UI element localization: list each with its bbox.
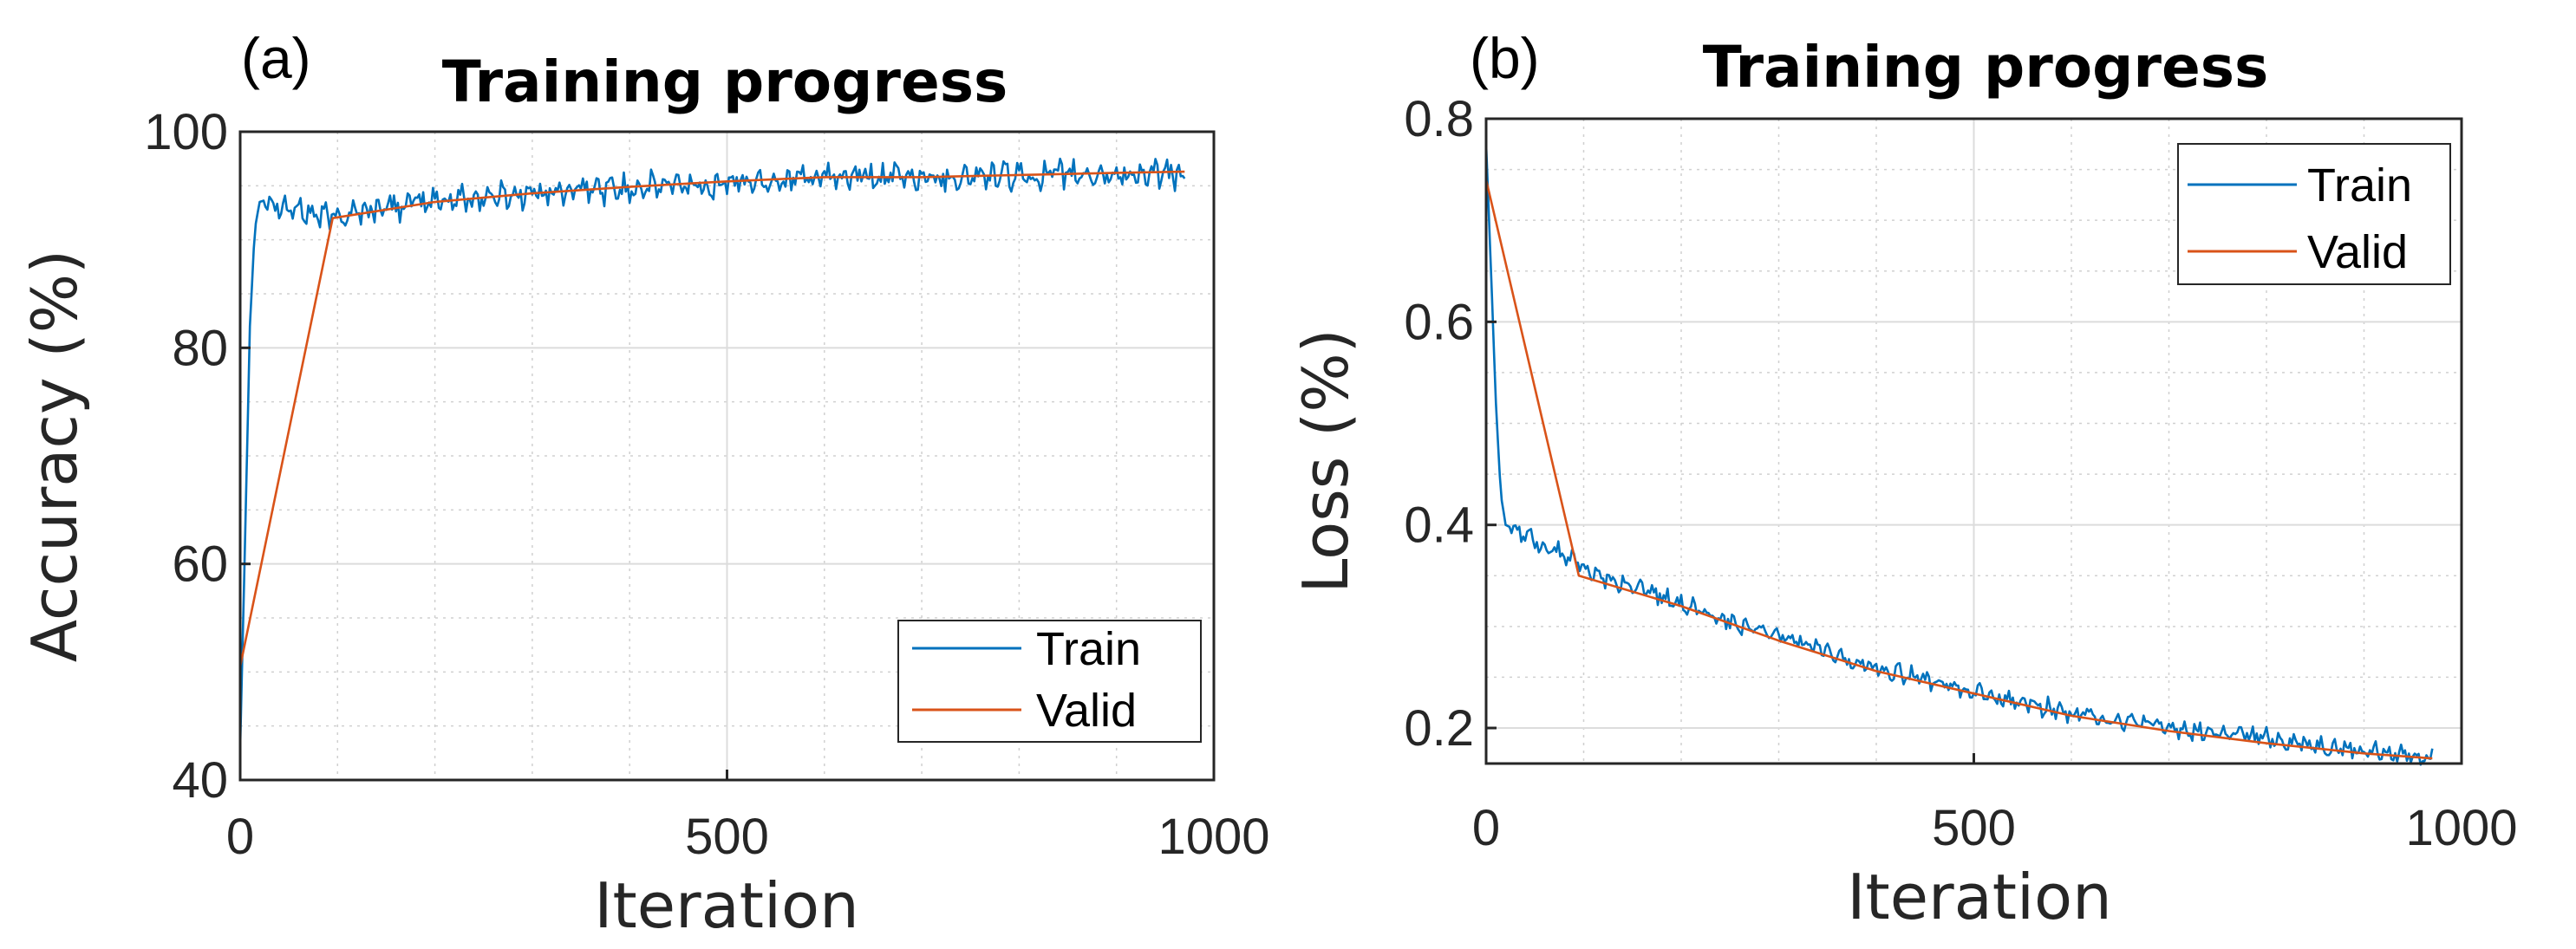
loss-chart: (b) Training progress 0 500 1000 0.2 0.4 0.6 0…: [1289, 26, 2518, 933]
loss-series-valid: [1484, 179, 2433, 760]
loss-chart-title: Training progress: [1703, 34, 2269, 101]
x-tick-label: 500: [685, 809, 769, 865]
y-tick-label: 0.2: [1404, 700, 1474, 757]
legend-label-train: Train: [2307, 159, 2412, 211]
accuracy-series-train: [238, 157, 1186, 748]
y-tick-label: 100: [144, 104, 228, 160]
accuracy-y-axis-label: Accuracy (%): [18, 250, 91, 662]
y-tick-label: 0.4: [1404, 497, 1474, 554]
legend-label-valid: Valid: [2307, 226, 2408, 278]
x-tick-label: 1000: [2405, 800, 2517, 856]
accuracy-legend: Train Valid: [897, 620, 1202, 743]
y-tick-label: 80: [172, 320, 228, 376]
x-tick-label: 0: [1472, 800, 1500, 856]
accuracy-series-valid: [238, 170, 1185, 667]
loss-legend: Train Valid: [2177, 143, 2451, 285]
x-tick-label: 1000: [1158, 809, 1269, 865]
accuracy-chart-title: Training progress: [442, 49, 1008, 115]
x-tick-label: 500: [1932, 800, 2016, 856]
y-tick-label: 60: [172, 536, 228, 593]
y-tick-label: 40: [172, 752, 228, 809]
y-tick-label: 0.8: [1404, 91, 1474, 147]
accuracy-legend-box: [897, 620, 1202, 743]
loss-y-axis-label: Loss (%): [1289, 328, 1362, 593]
loss-x-axis-label: Iteration: [1847, 861, 2111, 933]
y-tick-label: 0.6: [1404, 294, 1474, 350]
accuracy-chart: (a) Training progress 0 500 1000406080100 …: [18, 26, 1270, 942]
x-tick-label: 0: [226, 809, 254, 865]
panel-label-b: (b): [1470, 26, 1540, 90]
legend-label-train: Train: [1036, 623, 1141, 675]
accuracy-x-axis-label: Iteration: [594, 869, 858, 942]
loss-legend-box: [2177, 143, 2451, 285]
panel-label-a: (a): [241, 26, 311, 90]
legend-label-valid: Valid: [1036, 685, 1137, 737]
loss-series-train: [1484, 144, 2434, 766]
